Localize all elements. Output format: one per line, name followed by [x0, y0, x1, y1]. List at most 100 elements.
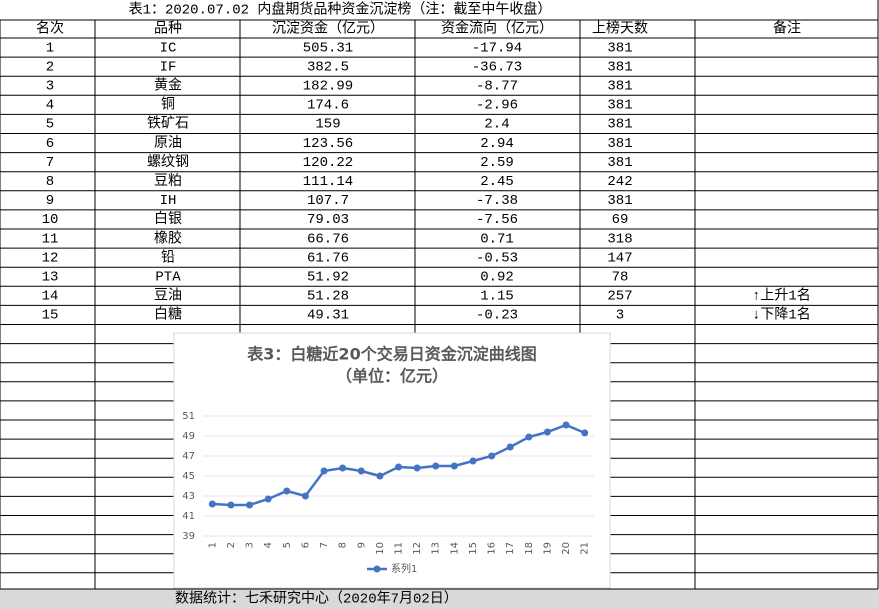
x-tick-label: 17: [505, 542, 516, 555]
y-tick-label: 47: [182, 451, 195, 462]
table-cell: 0.92: [480, 269, 514, 285]
footer-bg: [0, 589, 879, 609]
table-cell: -36.73: [472, 59, 522, 75]
table-cell: 6: [46, 136, 54, 152]
table-cell: IH: [160, 193, 177, 209]
table-cell: -8.77: [476, 78, 518, 94]
table-cell: 原油: [154, 135, 182, 152]
point: [208, 500, 216, 508]
column-header: 沉淀资金（亿元）: [272, 21, 384, 38]
table-cell: 49.31: [307, 308, 349, 324]
point: [525, 433, 533, 441]
point: [246, 501, 254, 509]
table-cell: IC: [160, 40, 177, 56]
table-cell: 铁矿石: [147, 116, 189, 133]
table-cell: 0.71: [480, 231, 514, 247]
point: [376, 472, 384, 480]
table-cell: PTA: [155, 269, 181, 285]
table-cell: 381: [607, 117, 632, 133]
point: [395, 463, 402, 471]
remark: ↓下降1名: [752, 307, 811, 324]
x-tick-label: 13: [431, 542, 442, 555]
point: [413, 464, 421, 472]
table-cell: -0.53: [476, 250, 518, 266]
remark: ↑上升1名: [752, 288, 811, 305]
x-tick-label: 19: [542, 542, 553, 555]
table-cell: 2.59: [480, 155, 514, 171]
point: [227, 501, 235, 509]
table-cell: 2.4: [484, 117, 509, 133]
chart-area: [173, 332, 611, 589]
table-cell: 1.15: [480, 289, 514, 305]
table-cell: 66.76: [307, 231, 349, 247]
table-cell: -7.38: [476, 193, 518, 209]
table-cell: 182.99: [303, 78, 353, 94]
table-cell: 382.5: [307, 59, 349, 75]
table-cell: 159: [315, 117, 340, 133]
table-cell: 69: [612, 212, 629, 228]
table-cell: 78: [612, 269, 629, 285]
table-cell: -0.23: [476, 308, 518, 324]
table-cell: 123.56: [303, 136, 353, 152]
column-header: 名次: [36, 21, 64, 38]
point: [581, 429, 589, 437]
table-cell: 5: [46, 117, 54, 133]
table-cell: 豆粕: [154, 173, 182, 190]
table-cell: 381: [607, 78, 632, 94]
table-cell: 147: [607, 250, 632, 266]
table-cell: 61.76: [307, 250, 349, 266]
table-cell: 174.6: [307, 98, 349, 114]
table-cell: -2.96: [476, 98, 518, 114]
x-tick-label: 11: [394, 542, 405, 555]
point: [506, 443, 514, 451]
table-cell: 242: [607, 174, 632, 190]
table-cell: 8: [46, 174, 54, 190]
legend-label: 系列1: [391, 562, 417, 575]
table-cell: 铜: [161, 97, 175, 114]
table-cell: 黄金: [154, 76, 182, 94]
table-cell: 51.92: [307, 269, 349, 285]
table-cell: 381: [607, 59, 632, 75]
x-tick-label: 10: [375, 542, 386, 555]
chart-title: 表3：白糖近20个交易日资金沉淀曲线图: [246, 345, 536, 364]
table-cell: 381: [607, 40, 632, 56]
x-tick-label: 6: [300, 542, 311, 548]
table-cell: 2.45: [480, 174, 514, 190]
x-tick-label: 7: [319, 542, 330, 548]
table-cell: 1: [46, 40, 54, 56]
table-cell: 3: [46, 78, 54, 94]
y-tick-label: 51: [182, 411, 195, 422]
footer: 数据统计：七禾研究中心（2020年7月02日）: [175, 591, 458, 608]
table-cell: 120.22: [303, 155, 353, 171]
point: [264, 495, 272, 503]
legend-marker: [373, 565, 381, 573]
table-cell: 51.28: [307, 289, 349, 305]
x-tick-label: 3: [245, 542, 256, 548]
point: [562, 421, 570, 429]
table-cell: 505.31: [303, 40, 353, 56]
x-tick-label: 18: [524, 542, 535, 555]
x-tick-label: 1: [207, 542, 218, 548]
table-cell: 白银: [154, 211, 182, 228]
y-tick-label: 45: [182, 471, 195, 482]
table-cell: 79.03: [307, 212, 349, 228]
chart-subtitle: （单位：亿元）: [336, 367, 448, 386]
table-cell: 豆油: [154, 288, 182, 305]
table-cell: 螺纹钢: [147, 154, 189, 171]
x-tick-label: 9: [356, 542, 367, 548]
table-cell: 15: [42, 308, 59, 324]
table-cell: 9: [46, 193, 54, 209]
table-cell: 12: [42, 250, 59, 266]
table-cell: 107.7: [307, 193, 349, 209]
point: [450, 462, 458, 470]
table-cell: 318: [607, 231, 632, 247]
table-cell: 11: [42, 231, 59, 247]
column-header: 上榜天数: [592, 20, 648, 38]
table-cell: 10: [42, 212, 59, 228]
point: [488, 452, 496, 460]
table-cell: 白糖: [154, 307, 182, 324]
table-cell: 4: [46, 98, 54, 114]
x-tick-label: 2: [226, 542, 237, 548]
point: [283, 487, 291, 495]
